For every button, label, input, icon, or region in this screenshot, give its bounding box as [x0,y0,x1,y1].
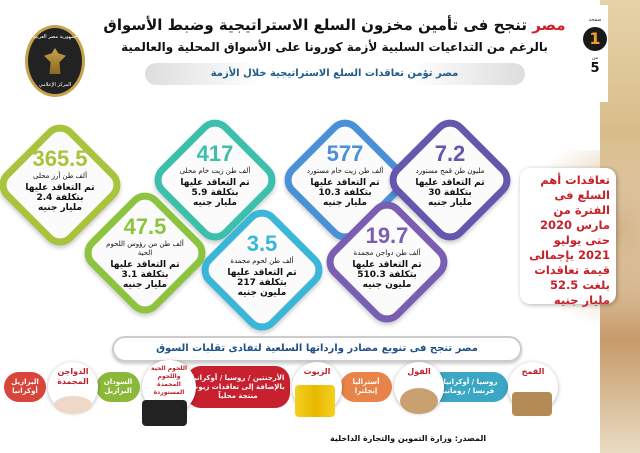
page-total: 5 [590,61,600,76]
stat-content: 3.5 ألف طن لحوم مجمدة تم التعاقد عليها ب… [217,231,307,299]
stat-value: 577 [326,141,364,166]
stat-unit: ألف طن زيت خام مستورد [306,167,384,175]
eagle-icon [44,48,66,74]
stat-value: 47.5 [123,214,167,239]
stat-line: تم التعاقد عليها [227,268,297,278]
title-highlight: مصر [532,16,566,34]
stat-content: 365.5 ألف طن أرز محلى تم التعاقد عليها ب… [15,146,105,214]
stat-line: تم التعاقد عليها [180,178,250,188]
stat-currency: مليار جنيه [38,203,82,213]
stat-unit: ألف طن دواجن مجمدة [353,249,421,257]
stat-line: تم التعاقد عليها [310,178,380,188]
source-pill-poultry: البرازيل أوكرانيا [4,372,46,402]
stat-currency: مليون جنيه [362,280,412,290]
stat-currency: مليار جنيه [428,198,472,208]
cattle-image [142,400,187,426]
stat-content: 417 ألف طن زيت خام محلى تم التعاقد عليها… [170,141,260,209]
logo-text: جمهورية مصر العربية [33,34,77,40]
stat-line: تم التعاقد عليها [110,260,180,270]
stat-line: تم التعاقد عليها [352,260,422,270]
stat-currency: مليار جنيه [123,280,167,290]
stat-value: 3.5 [246,231,278,256]
stat-content: 19.7 ألف طن دواجن مجمدة تم التعاقد عليها… [342,223,432,291]
stat-value: 7.2 [434,141,466,166]
stat-value: 19.7 [365,223,409,248]
stat-value: 417 [196,141,234,166]
page-title: مصر تنجح فى تأمين مخزون السلع الاستراتيج… [103,16,565,35]
stat-unit: ألف طن من رؤوس اللحوم الحية [106,240,184,257]
stat-cost: بتكلفة 510.3 [357,270,417,280]
stat-content: 47.5 ألف طن من رؤوس اللحوم الحية تم التع… [100,214,190,291]
header: مصر تنجح فى تأمين مخزون السلع الاستراتيج… [92,16,577,85]
stat-cost: بتكلفة 2.4 [36,193,84,203]
title-text: تنجح فى تأمين مخزون السلع الاستراتيجية و… [103,16,533,34]
stat-value: 365.5 [32,146,88,171]
page-of: من [591,55,599,61]
chicken-image [54,396,92,414]
stat-cost: بتكلفة 5.9 [191,188,239,198]
logo-text: المركز الإعلامي [38,82,72,88]
stat-currency: مليار جنيه [193,198,237,208]
stat-cost: بتكلفة 3.1 [121,270,169,280]
stat-cost: بتكلفة 30 [428,188,472,198]
stat-cost: بتكلفة 10.3 [318,188,372,198]
beans-image [400,388,438,414]
cabinet-logo: جمهورية مصر العربية المركز الإعلامي [25,25,85,97]
source-note: المصدر: وزارة التموين والتجارة الداخلية [330,434,487,443]
sources-banner: مصر تنجح فى تنويع مصادر وارداتها السلعية… [112,336,522,362]
stat-currency: مليون جنيه [237,288,287,298]
stat-unit: مليون طن قمح مستورد [415,167,485,175]
stat-line: تم التعاقد عليها [415,178,485,188]
page-label: صفحة [588,17,602,23]
stat-unit: ألف طن زيت خام محلى [179,167,251,175]
stat-unit: ألف طن أرز محلى [32,172,88,180]
stat-content: 577 ألف طن زيت خام مستورد تم التعاقد علي… [300,141,390,209]
stat-currency: مليار جنيه [323,198,367,208]
page-current: 1 [583,27,607,51]
page-subtitle: بالرغم من التداعيات السلبية لأزمة كورونا… [121,40,548,54]
section-title: مصر تؤمن تعاقدات السلع الاستراتيجية خلال… [144,63,525,85]
source-pill-beans: أستراليا إنجلترا [340,372,392,402]
source-pill-oils: الأرجنتين / روسيا / أوكرانيا بالإضافة إل… [186,366,290,408]
summary-box: تعاقدات أهم السلع فى الفترة من مارس 2020… [520,168,616,307]
stat-unit: ألف طن لحوم مجمدة [230,257,294,265]
stat-content: 7.2 مليون طن قمح مستورد تم التعاقد عليها… [405,141,495,209]
oil-bottles-image [295,385,335,417]
stat-cost: بتكلفة 217 [237,278,287,288]
stat-line: تم التعاقد عليها [25,183,95,193]
wheat-sacks-image [512,392,552,416]
source-pill-meat: السودان البرازيل [96,372,140,402]
page-badge: صفحة 1 من 5 [582,5,608,102]
